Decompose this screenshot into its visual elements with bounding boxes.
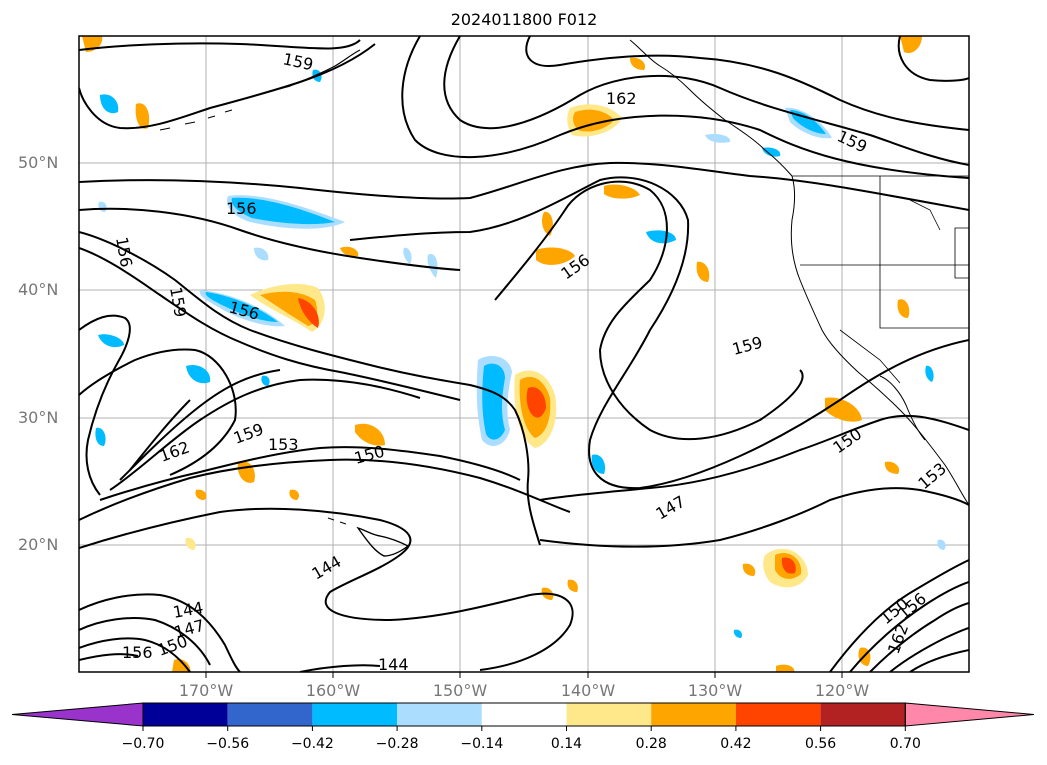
anomaly-positive <box>884 461 900 474</box>
anomaly-positive <box>185 537 196 550</box>
anomaly-positive <box>781 557 796 574</box>
contour-label: 144 <box>378 655 409 674</box>
latitude-label: 40°N <box>18 280 59 299</box>
colorbar-segment <box>735 703 821 726</box>
anomaly-negative <box>591 454 606 474</box>
longitude-label: 120°W <box>814 681 870 700</box>
anomaly-positive <box>776 664 795 672</box>
longitude-label: 130°W <box>687 681 743 700</box>
colorbar-segment <box>566 703 652 726</box>
colorbar-tick-label: −0.70 <box>121 736 165 752</box>
height-contours <box>79 36 969 672</box>
anomaly-negative <box>937 539 946 550</box>
colorbar-frame <box>142 702 906 727</box>
anomaly-positive <box>340 246 359 257</box>
colorbar-tick-label: −0.42 <box>290 736 334 752</box>
anomaly-negative <box>186 364 211 384</box>
colorbar-tick-label: 0.56 <box>805 736 837 752</box>
colorbar-tick-label: −0.14 <box>460 736 504 752</box>
anomaly-positive <box>567 579 578 592</box>
contour-label: 156 <box>226 199 257 218</box>
colorbar-segment <box>143 703 228 726</box>
colorbar-tick-label: −0.56 <box>206 736 250 752</box>
colorbar-segments <box>11 702 1035 731</box>
anomaly-negative <box>427 254 438 278</box>
longitude-label: 160°W <box>305 681 361 700</box>
anomaly-positive <box>172 659 191 672</box>
longitude-label: 150°W <box>432 681 488 700</box>
anomaly-positive <box>355 423 385 446</box>
colorbar-segment <box>651 703 736 726</box>
latitude-label: 50°N <box>18 153 59 172</box>
anomaly-negative <box>403 247 412 264</box>
colorbar-segment <box>820 703 906 726</box>
anomaly-negative <box>231 197 335 225</box>
map-background <box>79 36 969 672</box>
colorbar-segment <box>312 703 398 726</box>
anomaly-negative <box>705 133 731 143</box>
anomaly-negative <box>205 292 278 322</box>
chart-title: 2024011800 F012 <box>450 10 598 29</box>
anomaly-positive <box>897 299 910 318</box>
anomaly-negative <box>646 230 676 244</box>
map-frame <box>78 35 970 673</box>
anomaly-positive <box>289 489 300 500</box>
colorbar-segment <box>481 703 567 726</box>
latitude-label: 20°N <box>18 535 59 554</box>
longitude-label: 140°W <box>560 681 616 700</box>
anomaly-positive <box>298 298 319 328</box>
anomaly-negative <box>733 629 743 638</box>
anomaly-positive <box>630 57 646 70</box>
colorbar-tick-label: 0.28 <box>635 736 667 752</box>
anomaly-negative <box>98 334 124 348</box>
anomaly-negative <box>925 365 934 382</box>
longitude-label: 170°W <box>178 681 234 700</box>
anomaly-positive <box>536 247 575 265</box>
anomaly-negative <box>254 247 269 261</box>
anomaly-positive <box>604 184 640 199</box>
colorbar-tick-label: 0.70 <box>889 736 921 752</box>
colorbar-extend-high <box>904 702 1035 727</box>
colorbar-segment <box>227 703 313 726</box>
contour-label: 162 <box>606 89 637 108</box>
colorbar-extend-low <box>11 702 144 727</box>
anomaly-positive <box>135 103 150 129</box>
anomaly-positive <box>696 261 710 282</box>
contour-label: 156 <box>122 643 153 662</box>
colorbar-segment <box>397 703 482 726</box>
anomaly-negative <box>482 363 505 440</box>
anomaly-negative <box>261 375 270 386</box>
anomaly-positive <box>526 387 546 418</box>
anomaly-negative <box>100 94 119 114</box>
state-borders <box>792 175 969 384</box>
contour-label: 153 <box>268 435 299 454</box>
colorbar-tick-label: 0.14 <box>550 736 583 752</box>
colorbar-tick-label: −0.28 <box>375 736 419 752</box>
anomaly-positive <box>742 563 756 576</box>
anomaly-positive <box>900 36 922 54</box>
anomaly-positive <box>195 489 207 500</box>
colorbar-tick-label: 0.42 <box>720 736 752 752</box>
latitude-label: 30°N <box>18 408 59 427</box>
anomaly-negative <box>762 147 781 157</box>
anomaly-negative <box>95 427 106 446</box>
